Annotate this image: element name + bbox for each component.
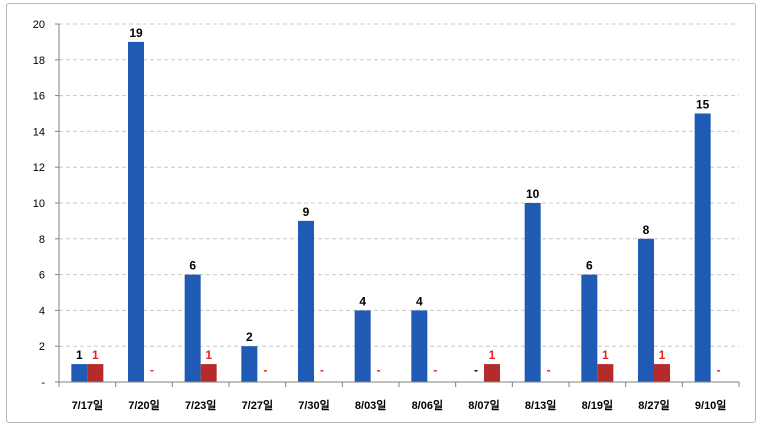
data-label: 1	[659, 348, 666, 362]
bar	[241, 346, 258, 382]
x-tick-label: 8/19일	[582, 398, 614, 412]
gridlines	[59, 23, 739, 347]
data-label: 19	[129, 26, 143, 40]
bar	[200, 364, 217, 382]
x-tick-label: 8/13일	[525, 398, 557, 412]
y-tick-label: 4	[39, 305, 45, 317]
data-label: 6	[586, 259, 593, 273]
data-label: 2	[246, 330, 253, 344]
x-tick-label: 8/07일	[468, 398, 500, 412]
bar	[638, 238, 654, 382]
x-tick-label: 7/30일	[298, 398, 330, 412]
data-label: 1	[489, 348, 496, 362]
bar	[581, 274, 598, 382]
bar	[354, 310, 371, 382]
bar	[524, 203, 541, 382]
y-tick-label: 16	[33, 91, 45, 103]
y-tick-label: 20	[33, 19, 45, 31]
x-tick-label: 7/23일	[185, 398, 217, 412]
bar	[597, 364, 614, 382]
y-tick-label: 14	[33, 126, 45, 138]
data-label: 1	[205, 348, 212, 362]
data-label: 10	[526, 187, 540, 201]
chart-frame: -2 4 6 8 10 12 14 16 18 20 7/17일 7/20일 7/23일 7/27일 7/3…	[6, 3, 756, 423]
bar	[87, 364, 104, 382]
y-tick-label: 6	[39, 270, 45, 282]
data-label: 4	[359, 294, 366, 308]
x-tick-label: 8/03일	[355, 398, 387, 412]
bar	[654, 364, 670, 382]
y-tick-label: 12	[33, 162, 45, 174]
bar	[71, 364, 88, 382]
data-label: -	[377, 363, 381, 377]
y-tick-label: -	[41, 377, 45, 389]
data-label: 1	[92, 348, 99, 362]
data-label: -	[320, 363, 324, 377]
data-label: -	[263, 363, 267, 377]
y-tick-label: 18	[33, 55, 45, 67]
data-label: 4	[416, 294, 423, 308]
data-label: -	[474, 363, 478, 377]
data-label: 1	[76, 348, 83, 362]
x-tick-label: 9/10일	[695, 398, 727, 412]
bar	[694, 113, 711, 382]
bar	[298, 220, 314, 382]
bar	[484, 364, 500, 382]
x-tick-label: 8/27일	[638, 398, 670, 412]
x-tick-label: 7/27일	[242, 398, 274, 412]
y-tick-label: 2	[39, 341, 45, 353]
x-tick-label: 7/20일	[128, 398, 160, 412]
data-label: -	[717, 363, 721, 377]
data-label: -	[547, 363, 551, 377]
y-tick-label: 8	[39, 234, 45, 246]
data-label: -	[150, 363, 154, 377]
bar	[184, 274, 201, 382]
bar	[128, 41, 144, 383]
data-label: 9	[303, 205, 310, 219]
data-label: 6	[189, 259, 196, 273]
x-tick-label: 7/17일	[72, 398, 104, 412]
data-label: 1	[602, 348, 609, 362]
bars	[71, 41, 711, 383]
bar	[411, 310, 428, 382]
data-label: -	[433, 363, 437, 377]
data-label: 8	[643, 223, 650, 237]
data-label: 15	[696, 98, 710, 112]
y-tick-label: 10	[33, 198, 45, 210]
x-tick-label: 8/06일	[412, 398, 444, 412]
